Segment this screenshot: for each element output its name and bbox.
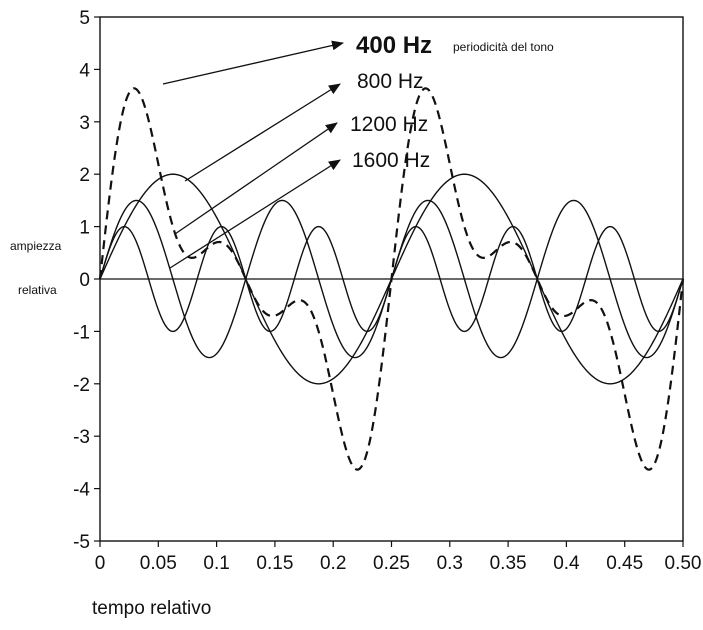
y-tick-label: 2 (79, 165, 90, 186)
x-tick-label: 0.4 (553, 553, 580, 574)
y-tick-label: -1 (73, 322, 90, 343)
y-axis-label-line1: ampiezza (10, 239, 62, 253)
x-tick-label: 0.35 (490, 553, 527, 574)
x-axis-label: tempo relativo (92, 598, 211, 619)
x-tick-label: 0.2 (320, 553, 346, 574)
y-tick-label: -4 (73, 480, 90, 501)
annotation-arrow (184, 83, 341, 182)
x-tick-label: 0.15 (256, 553, 293, 574)
y-tick-label: 5 (79, 8, 90, 29)
y-tick-label: 3 (79, 113, 90, 134)
y-tick-label: 1 (79, 218, 90, 239)
annotation-arrow (169, 159, 341, 269)
series-lines (98, 87, 685, 471)
x-tick-label: 0.50 (665, 553, 702, 574)
label-harmonic: 1600 Hz (352, 149, 430, 172)
y-tick-label: -3 (73, 427, 90, 448)
x-tick-label: 0.05 (140, 553, 177, 574)
series-line-1600-hz (98, 87, 685, 471)
x-tick-label: 0.3 (437, 553, 463, 574)
annotations: 400 Hz periodicità del tono 800 Hz 1200 Hz 1… (162, 32, 554, 269)
y-tick-label: -5 (73, 532, 90, 553)
y-tick-label: -2 (73, 375, 90, 396)
label-harmonic: 800 Hz (357, 70, 424, 93)
y-tick-label: 0 (79, 270, 90, 291)
y-tick-label: 4 (79, 60, 90, 81)
annotation-arrow (174, 122, 338, 235)
x-tick-label: 0.25 (373, 553, 410, 574)
x-tick-label: 0.1 (203, 553, 229, 574)
axes (94, 16, 684, 547)
y-axis-label-line2: relativa (18, 283, 57, 297)
label-400-hz: 400 Hz (356, 32, 432, 59)
x-tick-label: 0.45 (606, 553, 643, 574)
label-periodicity-note: periodicità del tono (453, 40, 554, 54)
label-harmonic: 1200 Hz (350, 113, 428, 136)
annotation-arrow (162, 40, 344, 85)
x-tick-label: 0 (95, 553, 106, 574)
